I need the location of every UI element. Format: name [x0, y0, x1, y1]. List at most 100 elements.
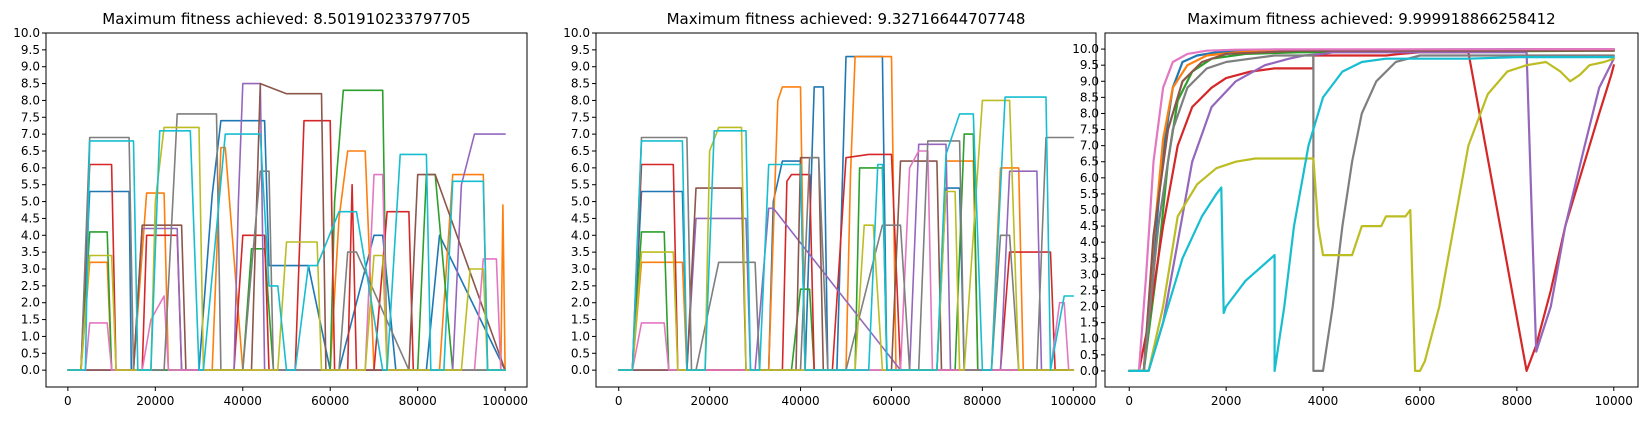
y-tick-label: 4.0	[1080, 235, 1099, 249]
y-tick-label: 10.0	[13, 26, 40, 40]
y-tick-label: 7.0	[21, 127, 40, 141]
x-tick-label: 20000	[691, 394, 729, 408]
y-tick-label: 8.5	[21, 77, 40, 91]
y-tick-label: 1.5	[1080, 316, 1099, 330]
series-line-1	[67, 119, 506, 371]
series-line-10	[67, 130, 506, 371]
series-group	[617, 55, 1075, 371]
y-tick-label: 5.5	[21, 178, 40, 192]
y-tick-label: 4.5	[21, 211, 40, 225]
series-line-5	[67, 82, 506, 371]
y-tick-label: 2.0	[571, 296, 590, 310]
chart-panel-2: Maximum fitness achieved: 9.327166447077…	[563, 10, 1097, 408]
plot-frame	[595, 32, 1097, 388]
x-tick-label: 100000	[482, 394, 528, 408]
series-line-6	[1128, 49, 1615, 372]
y-tick-label: 0.0	[571, 363, 590, 377]
y-tick-label: 8.5	[571, 77, 590, 91]
x-tick-label: 40000	[781, 394, 819, 408]
chart-panel-3: Maximum fitness achieved: 9.999918866258…	[1072, 10, 1639, 408]
y-tick-label: 5.0	[21, 195, 40, 209]
y-tick-label: 6.0	[1080, 171, 1099, 185]
y-tick-label: 1.5	[571, 313, 590, 327]
y-tick-label: 1.0	[1080, 332, 1099, 346]
series-group	[67, 82, 506, 371]
y-tick-label: 6.5	[21, 144, 40, 158]
series-line-9	[1128, 57, 1615, 372]
y-tick-label: 4.5	[571, 211, 590, 225]
y-tick-label: 9.0	[571, 60, 590, 74]
series-line-8	[617, 136, 1075, 371]
y-tick-label: 1.5	[21, 313, 40, 327]
series-line-7	[1128, 47, 1615, 372]
y-tick-label: 9.5	[571, 43, 590, 57]
chart-panel-1: Maximum fitness achieved: 8.501910233797…	[13, 10, 528, 408]
plot-frame	[45, 32, 528, 388]
x-tick-label: 0	[615, 394, 623, 408]
series-group	[1128, 47, 1615, 372]
y-tick-label: 3.0	[571, 262, 590, 276]
y-tick-label: 6.0	[571, 161, 590, 175]
x-tick-label: 60000	[872, 394, 910, 408]
y-tick-label: 8.0	[21, 93, 40, 107]
y-tick-label: 9.0	[21, 60, 40, 74]
y-tick-label: 8.0	[571, 93, 590, 107]
y-tick-label: 3.5	[1080, 251, 1099, 265]
y-tick-label: 5.0	[571, 195, 590, 209]
x-tick-label: 2000	[1211, 394, 1242, 408]
y-tick-label: 3.5	[21, 245, 40, 259]
chart-title-3: Maximum fitness achieved: 9.999918866258…	[1187, 10, 1555, 28]
x-tick-label: 6000	[1405, 394, 1436, 408]
x-tick-label: 4000	[1308, 394, 1339, 408]
y-tick-label: 0.5	[1080, 348, 1099, 362]
y-tick-label: 0.5	[21, 346, 40, 360]
y-tick-label: 4.5	[1080, 219, 1099, 233]
y-tick-label: 6.5	[1080, 155, 1099, 169]
y-tick-label: 6.0	[21, 161, 40, 175]
series-line-10	[617, 96, 1075, 371]
x-tick-label: 80000	[963, 394, 1001, 408]
y-tick-label: 2.0	[21, 296, 40, 310]
series-line-4	[1128, 51, 1615, 372]
series-line-10	[1128, 55, 1615, 372]
series-line-5	[1128, 51, 1615, 372]
y-tick-label: 6.5	[571, 144, 590, 158]
chart-title-1: Maximum fitness achieved: 8.501910233797…	[102, 10, 470, 28]
y-tick-label: 1.0	[21, 329, 40, 343]
y-tick-label: 5.5	[571, 178, 590, 192]
y-tick-label: 7.0	[571, 127, 590, 141]
y-tick-label: 10.0	[1072, 42, 1099, 56]
y-tick-label: 9.5	[1080, 58, 1099, 72]
y-tick-label: 7.5	[571, 110, 590, 124]
y-tick-label: 7.5	[21, 110, 40, 124]
x-tick-label: 80000	[399, 394, 437, 408]
x-tick-label: 20000	[136, 394, 174, 408]
y-tick-label: 2.5	[21, 279, 40, 293]
x-tick-label: 0	[1125, 394, 1133, 408]
x-tick-label: 10000	[1595, 394, 1633, 408]
y-tick-label: 8.0	[1080, 106, 1099, 120]
y-tick-label: 0.0	[21, 363, 40, 377]
x-tick-label: 8000	[1502, 394, 1533, 408]
x-tick-label: 0	[64, 394, 72, 408]
y-tick-label: 2.5	[1080, 283, 1099, 297]
chart-title-2: Maximum fitness achieved: 9.327166447077…	[667, 10, 1026, 28]
x-tick-label: 60000	[311, 394, 349, 408]
y-tick-label: 5.0	[1080, 203, 1099, 217]
x-tick-label: 40000	[224, 394, 262, 408]
x-tick-label: 100000	[1050, 394, 1096, 408]
y-tick-label: 4.0	[21, 228, 40, 242]
y-tick-label: 3.0	[1080, 267, 1099, 281]
y-tick-label: 0.0	[1080, 364, 1099, 378]
y-tick-label: 2.0	[1080, 300, 1099, 314]
series-line-6	[67, 82, 506, 371]
y-tick-label: 7.0	[1080, 139, 1099, 153]
y-tick-label: 7.5	[1080, 123, 1099, 137]
y-tick-label: 1.0	[571, 329, 590, 343]
y-tick-label: 8.5	[1080, 90, 1099, 104]
series-line-3	[1128, 49, 1615, 372]
y-tick-label: 3.5	[571, 245, 590, 259]
series-line-9	[67, 126, 506, 371]
